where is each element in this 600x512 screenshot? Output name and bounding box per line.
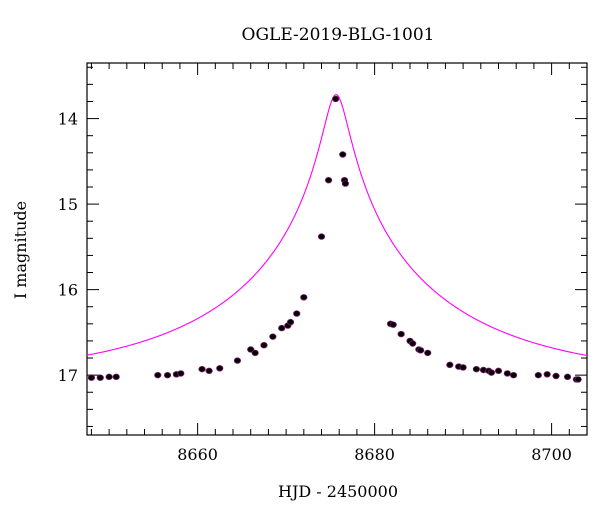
data-point — [543, 371, 551, 378]
data-point — [397, 330, 405, 338]
data-point — [233, 357, 242, 364]
y-tick-label: 16 — [58, 281, 78, 300]
data-point — [563, 373, 572, 381]
y-tick-label: 14 — [58, 110, 78, 129]
model-curve — [86, 94, 588, 357]
data-point — [251, 349, 259, 357]
data-point — [278, 324, 286, 332]
data-point — [552, 372, 560, 380]
data-point — [87, 374, 96, 381]
data-point — [389, 321, 397, 328]
data-point — [472, 365, 480, 373]
data-point — [417, 347, 425, 354]
data-point — [424, 349, 432, 357]
data-point — [494, 367, 503, 375]
data-point — [198, 365, 206, 373]
data-point — [574, 376, 582, 383]
data-point — [96, 374, 104, 381]
minor-ticks — [87, 63, 588, 435]
x-tick-label: 8680 — [354, 445, 395, 464]
data-point — [339, 151, 347, 158]
major-ticks — [87, 63, 587, 435]
data-point — [205, 367, 213, 375]
y-axis-label: I magnitude — [11, 201, 30, 299]
x-tick-label: 8660 — [177, 445, 218, 464]
data-point — [509, 371, 518, 379]
data-point — [409, 340, 417, 347]
data-point — [300, 294, 308, 301]
data-point — [163, 371, 172, 379]
y-tick-label: 15 — [58, 195, 78, 214]
data-points — [87, 95, 582, 383]
y-tick-labels: 14 15 16 17 — [58, 110, 78, 386]
plot-frame — [86, 62, 588, 436]
data-point — [260, 342, 268, 349]
data-point — [324, 176, 333, 184]
data-point — [446, 361, 454, 369]
x-tick-labels: 8660 8680 8700 — [177, 445, 572, 464]
x-axis-label: HJD - 2450000 — [278, 482, 398, 501]
x-tick-label: 8700 — [531, 445, 572, 464]
data-point — [487, 369, 496, 376]
data-point — [105, 373, 113, 381]
data-point — [216, 365, 224, 372]
data-point — [154, 371, 162, 379]
data-point — [459, 364, 467, 371]
data-point — [503, 370, 511, 377]
data-point — [177, 370, 185, 377]
data-point — [269, 333, 277, 340]
data-point — [286, 318, 295, 326]
data-point — [112, 373, 120, 381]
chart-title: OGLE-2019-BLG-1001 — [242, 25, 435, 45]
data-point — [317, 233, 326, 240]
data-point — [293, 310, 301, 317]
data-point — [534, 371, 542, 379]
data-point — [332, 95, 340, 103]
y-tick-label: 17 — [58, 366, 78, 385]
data-point — [341, 180, 350, 187]
